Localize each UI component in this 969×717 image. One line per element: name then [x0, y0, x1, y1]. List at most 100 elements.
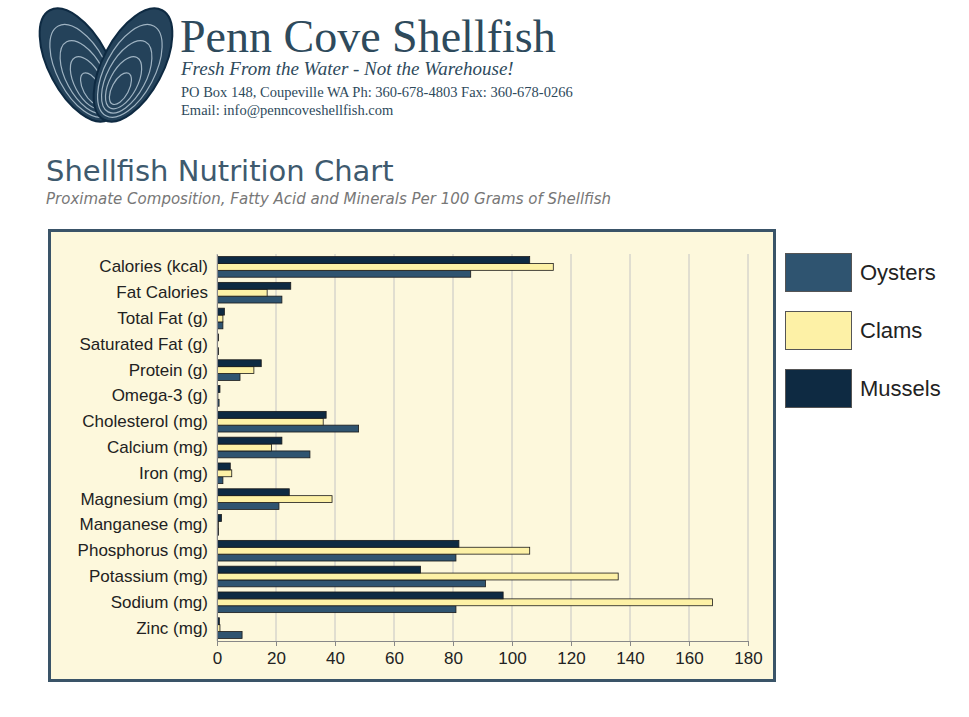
y-tick: Zinc (mg) — [136, 619, 217, 638]
bar — [217, 263, 553, 270]
x-tick-label: 40 — [326, 649, 345, 668]
bar — [217, 463, 230, 470]
legend: Oysters Clams Mussels — [786, 254, 941, 408]
bar — [217, 489, 289, 496]
legend-swatch — [786, 312, 852, 350]
x-tick-mark — [571, 641, 572, 646]
x-tick: 140 — [616, 641, 644, 668]
y-tick: Fat Calories — [116, 283, 217, 302]
category-label: Zinc (mg) — [136, 619, 208, 638]
x-tick: 60 — [385, 641, 404, 668]
bar — [217, 599, 713, 606]
y-tick: Total Fat (g) — [117, 309, 217, 328]
x-tick-mark — [689, 641, 690, 646]
x-tick: 120 — [557, 641, 585, 668]
bar — [217, 547, 530, 554]
x-tick-label: 0 — [213, 649, 222, 668]
category-label: Total Fat (g) — [117, 309, 208, 328]
category-label: Saturated Fat (g) — [79, 335, 208, 354]
bar — [217, 418, 323, 425]
y-tick: Calories (kcal) — [99, 257, 217, 276]
shell-body — [77, 0, 188, 134]
category-label: Manganese (mg) — [79, 515, 208, 534]
category-label: Calories (kcal) — [99, 257, 208, 276]
legend-swatch — [786, 254, 852, 292]
x-tick-label: 60 — [385, 649, 404, 668]
legend-label: Mussels — [860, 376, 941, 401]
y-axis: Calories (kcal) Fat Calories Total Fat (g)… — [78, 255, 218, 642]
bar — [217, 503, 279, 510]
x-tick-label: 140 — [616, 649, 644, 668]
x-tick-mark — [748, 641, 749, 646]
y-tick: Phosphorus (mg) — [78, 541, 217, 560]
shell-ridge — [84, 14, 175, 127]
address: PO Box 148, Coupeville WA Ph: 360-678-48… — [181, 84, 573, 100]
bar — [217, 425, 359, 432]
shell — [77, 0, 188, 134]
category-label: Fat Calories — [116, 283, 208, 302]
y-tick: Magnesium (mg) — [80, 490, 217, 509]
bar — [217, 451, 310, 458]
bar — [217, 367, 254, 374]
email: Email: info@penncoveshellfish.com — [181, 102, 394, 118]
bar — [217, 411, 326, 418]
y-axis-line — [217, 255, 218, 642]
legend-label: Clams — [860, 318, 922, 343]
y-tick: Potassium (mg) — [89, 567, 217, 586]
chart-frame — [50, 231, 775, 681]
y-tick: Sodium (mg) — [111, 593, 217, 612]
bar — [217, 270, 471, 277]
x-tick-mark — [512, 641, 513, 646]
grid-line — [748, 254, 749, 641]
bars — [217, 257, 713, 639]
x-axis: 020406080100120140160180 — [213, 641, 763, 668]
x-tick-label: 160 — [675, 649, 703, 668]
y-tick: Cholesterol (mg) — [82, 412, 217, 431]
bar — [217, 496, 332, 503]
bar — [217, 592, 503, 599]
bar — [217, 580, 485, 587]
bar — [217, 470, 232, 477]
x-tick: 160 — [675, 641, 703, 668]
x-tick: 100 — [498, 641, 526, 668]
bar — [217, 573, 618, 580]
x-tick: 80 — [444, 641, 463, 668]
shell-ridge — [98, 51, 149, 114]
x-tick-mark — [335, 641, 336, 646]
grid-line — [217, 254, 218, 641]
x-tick-label: 20 — [267, 649, 286, 668]
x-tick-label: 120 — [557, 649, 585, 668]
y-tick: Omega-3 (g) — [112, 386, 217, 405]
bar — [217, 289, 267, 296]
x-tick-mark — [276, 641, 277, 646]
x-tick-mark — [453, 641, 454, 646]
bar — [217, 444, 272, 451]
legend-swatch — [786, 370, 852, 408]
y-tick: Saturated Fat (g) — [79, 335, 217, 354]
legend-label: Oysters — [860, 260, 936, 285]
bar — [217, 632, 242, 639]
x-tick-mark — [217, 641, 218, 646]
x-tick-mark — [394, 641, 395, 646]
bar — [217, 360, 261, 367]
x-tick-label: 100 — [498, 649, 526, 668]
shell-ridge — [91, 33, 162, 121]
grid — [217, 254, 748, 641]
category-label: Phosphorus (mg) — [78, 541, 208, 560]
x-tick-label: 80 — [444, 649, 463, 668]
bar — [217, 257, 530, 264]
category-label: Protein (g) — [129, 361, 208, 380]
grid-line — [571, 254, 572, 641]
bar — [217, 437, 282, 444]
category-label: Calcium (mg) — [107, 438, 208, 457]
bar — [217, 282, 291, 289]
bar — [217, 374, 240, 381]
page: Penn Cove ShellfishFresh From the Water … — [0, 0, 969, 717]
bar — [217, 606, 456, 613]
category-label: Magnesium (mg) — [80, 490, 208, 509]
logo — [23, 0, 188, 134]
x-tick: 20 — [267, 641, 286, 668]
bar — [217, 308, 224, 315]
x-axis-line — [218, 642, 749, 647]
bar — [217, 540, 459, 547]
